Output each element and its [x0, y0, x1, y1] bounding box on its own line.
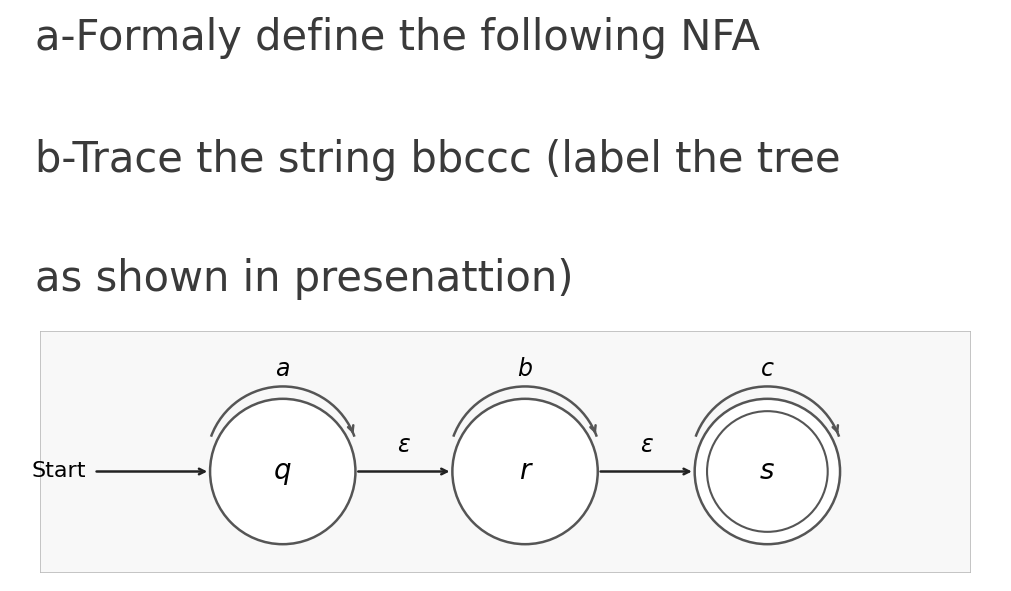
- Text: Start: Start: [32, 462, 87, 482]
- Text: r: r: [520, 457, 531, 485]
- Text: as shown in presenattion): as shown in presenattion): [35, 258, 574, 300]
- Circle shape: [210, 399, 356, 544]
- Text: c: c: [761, 356, 773, 381]
- Text: s: s: [760, 457, 774, 485]
- Text: q: q: [274, 457, 291, 485]
- Text: ε: ε: [397, 433, 410, 457]
- Circle shape: [452, 399, 598, 544]
- Text: a-Formaly define the following NFA: a-Formaly define the following NFA: [35, 17, 760, 59]
- Circle shape: [695, 399, 840, 544]
- Text: b: b: [518, 356, 533, 381]
- Text: b-Trace the string bbccc (label the tree: b-Trace the string bbccc (label the tree: [35, 139, 841, 181]
- Text: a: a: [276, 356, 290, 381]
- Text: ε: ε: [640, 433, 652, 457]
